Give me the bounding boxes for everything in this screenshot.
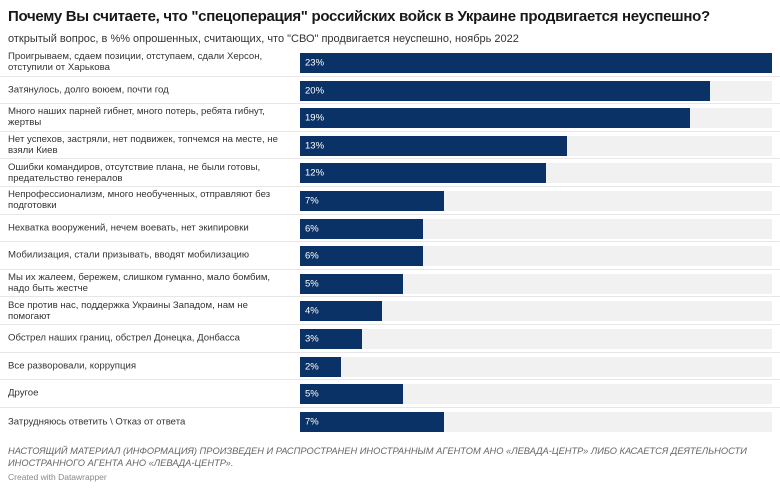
bar-row: Непрофессионализм, много необученных, от…	[0, 187, 780, 215]
bar-row: Нет успехов, застряли, нет подвижек, топ…	[0, 132, 780, 160]
bar: 6%	[300, 246, 424, 267]
bar-row: Мы их жалеем, бережем, слишком гуманно, …	[0, 270, 780, 298]
bar-row: Обстрел наших границ, обстрел Донецка, Д…	[0, 325, 780, 353]
bar-track: 6%	[300, 246, 772, 267]
bar-row: Проигрываем, сдаем позиции, отступаем, с…	[0, 49, 780, 77]
value-label: 12%	[305, 167, 325, 179]
value-label: 23%	[305, 57, 325, 69]
bar: 7%	[300, 411, 444, 432]
value-label: 3%	[305, 333, 319, 345]
datawrapper-credit[interactable]: Created with Datawrapper	[8, 472, 107, 482]
bar: 6%	[300, 218, 424, 239]
bar: 20%	[300, 80, 711, 101]
bar: 7%	[300, 190, 444, 211]
category-label: Затянулось, долго воюем, почти год	[8, 84, 169, 96]
value-label: 19%	[305, 112, 325, 124]
value-label: 7%	[305, 195, 319, 207]
bar-row: Ошибки командиров, отсутствие плана, не …	[0, 159, 780, 187]
bar-chart: Проигрываем, сдаем позиции, отступаем, с…	[0, 49, 780, 435]
value-label: 6%	[305, 223, 319, 235]
bar-track: 7%	[300, 190, 772, 211]
bar-track: 12%	[300, 163, 772, 184]
bar-row: Затрудняюсь ответить \ Отказ от ответа 7%	[0, 408, 780, 436]
bar-track: 23%	[300, 53, 772, 73]
category-label: Другое	[8, 387, 39, 399]
category-label: Все против нас, поддержка Украины Западо…	[8, 299, 248, 322]
bar: 4%	[300, 301, 383, 322]
value-label: 5%	[305, 278, 319, 290]
bar: 19%	[300, 108, 690, 129]
bar-track: 3%	[300, 328, 772, 349]
bar-track: 7%	[300, 411, 772, 432]
bar-row: Много наших парней гибнет, много потерь,…	[0, 104, 780, 132]
category-label: Мы их жалеем, бережем, слишком гуманно, …	[8, 272, 271, 295]
bar: 5%	[300, 384, 403, 405]
value-label: 2%	[305, 361, 319, 373]
category-label: Непрофессионализм, много необученных, от…	[8, 189, 271, 212]
bar: 2%	[300, 356, 342, 377]
bar: 12%	[300, 163, 547, 184]
category-label: Много наших парней гибнет, много потерь,…	[8, 106, 265, 129]
category-label: Нехватка вооружений, нечем воевать, нет …	[8, 222, 249, 234]
category-label: Ошибки командиров, отсутствие плана, не …	[8, 161, 261, 184]
bar-track: 5%	[300, 273, 772, 294]
bar-track: 6%	[300, 218, 772, 239]
value-label: 20%	[305, 85, 325, 97]
value-label: 7%	[305, 416, 319, 428]
footer-notes: НАСТОЯЩИЙ МАТЕРИАЛ (ИНФОРМАЦИЯ) ПРОИЗВЕД…	[8, 446, 747, 468]
category-label: Затрудняюсь ответить \ Отказ от ответа	[8, 416, 186, 428]
chart-title: Почему Вы считаете, что "спецоперация" р…	[8, 8, 710, 25]
bar: 3%	[300, 328, 362, 349]
bar: 13%	[300, 135, 567, 156]
category-label: Обстрел наших границ, обстрел Донецка, Д…	[8, 332, 240, 344]
category-label: Все разворовали, коррупция	[8, 360, 137, 372]
category-label: Мобилизация, стали призывать, вводят моб…	[8, 249, 250, 261]
value-label: 6%	[305, 250, 319, 262]
value-label: 4%	[305, 305, 319, 317]
category-label: Проигрываем, сдаем позиции, отступаем, с…	[8, 51, 263, 74]
bar: 23%	[300, 53, 772, 73]
bar-row: Затянулось, долго воюем, почти год 20%	[0, 77, 780, 105]
value-label: 13%	[305, 140, 325, 152]
bar-track: 20%	[300, 80, 772, 101]
bar-track: 5%	[300, 384, 772, 405]
bar-row: Все против нас, поддержка Украины Западо…	[0, 297, 780, 325]
bar-track: 19%	[300, 108, 772, 129]
bar-track: 2%	[300, 356, 772, 377]
bar: 5%	[300, 273, 403, 294]
category-label: Нет успехов, застряли, нет подвижек, топ…	[8, 134, 278, 157]
bar-row: Другое 5%	[0, 380, 780, 408]
bar-row: Нехватка вооружений, нечем воевать, нет …	[0, 215, 780, 243]
bar-row: Мобилизация, стали призывать, вводят моб…	[0, 242, 780, 270]
bar-track: 4%	[300, 301, 772, 322]
chart-subtitle: открытый вопрос, в %% опрошенных, считаю…	[8, 33, 519, 45]
value-label: 5%	[305, 388, 319, 400]
bar-track: 13%	[300, 135, 772, 156]
bar-row: Все разворовали, коррупция 2%	[0, 353, 780, 381]
